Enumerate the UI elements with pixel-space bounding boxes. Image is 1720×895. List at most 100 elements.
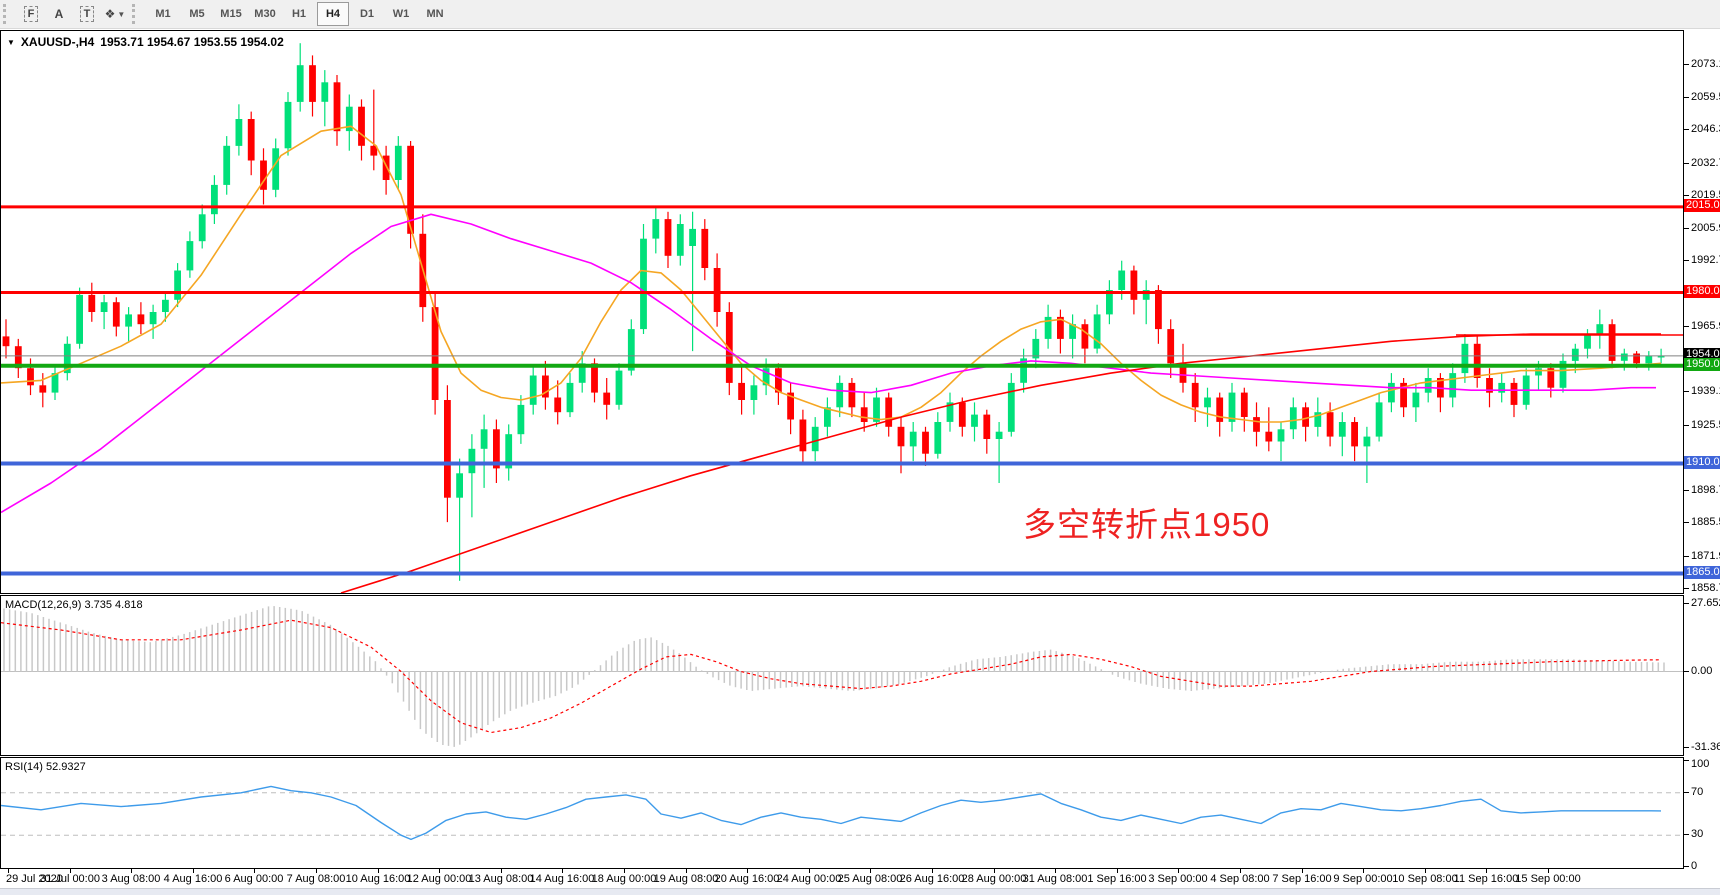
time-tick-label: 13 Aug 08:00 (468, 873, 534, 885)
time-tick-label: 19 Aug 08:00 (653, 873, 719, 885)
macd-tick-mark (1684, 671, 1689, 672)
time-tick-label: 14 Aug 16:00 (529, 873, 595, 885)
time-tick-mark (8, 869, 9, 873)
price-tick-label: 1871.90 (1691, 550, 1720, 562)
time-tick-label: 10 Sep 08:00 (1392, 873, 1458, 885)
price-tick-label: 2046.30 (1691, 123, 1720, 135)
symbol-dropdown-icon[interactable]: ▼ (7, 37, 15, 47)
time-tick-mark (1425, 869, 1426, 873)
price-chart-panel[interactable] (0, 30, 1684, 594)
timeframe-buttons-group: M1 M5 M15 M30 H1 H4 D1 W1 MN (146, 2, 452, 26)
price-tick-mark (1684, 260, 1689, 261)
timeframe-W1-button[interactable]: W1 (392, 8, 410, 20)
time-tick-mark (439, 869, 440, 873)
timeframe-D1-button[interactable]: D1 (359, 8, 375, 20)
price-tick-mark (1684, 97, 1689, 98)
time-tick-mark (1548, 869, 1549, 873)
text-tool-icon[interactable]: A (54, 7, 64, 21)
time-tick-mark (870, 869, 871, 873)
time-tick-label: 7 Aug 08:00 (286, 873, 346, 885)
price-chart-canvas[interactable] (1, 31, 1683, 593)
fibonacci-tool-icon[interactable]: F (18, 2, 44, 26)
time-tick-mark (747, 869, 748, 873)
price-tick-mark (1684, 425, 1689, 426)
time-tick-mark (1055, 869, 1056, 873)
price-tick-label: 1939.10 (1691, 385, 1720, 397)
timeframe-MN-button[interactable]: MN (426, 8, 444, 20)
timeframe-H4-button[interactable]: H4 (317, 2, 349, 26)
price-tick-label: 1965.90 (1691, 320, 1720, 332)
timeframe-M5-button[interactable]: M5 (189, 8, 205, 20)
price-tick-mark (1684, 326, 1689, 327)
time-tick-label: 7 Sep 16:00 (1272, 873, 1332, 885)
price-level-chip: 1865.00 (1684, 566, 1720, 579)
time-tick-label: 4 Aug 16:00 (163, 873, 223, 885)
time-tick-label: 20 Aug 16:00 (714, 873, 780, 885)
macd-label: MACD(12,26,9) 3.735 4.818 (5, 599, 143, 611)
price-tick-mark (1684, 522, 1689, 523)
macd-scale-label: 27.652 (1691, 597, 1720, 609)
rsi-tick-mark (1684, 866, 1689, 867)
rsi-canvas[interactable] (1, 758, 1683, 868)
price-scale[interactable]: 2073.10 2059.50 2046.30 2032.70 2019.50 2005.… (1684, 30, 1720, 888)
price-level-chip: 1954.02 (1684, 348, 1720, 361)
macd-scale-label: -31.361 (1691, 741, 1720, 753)
timeframe-M30-button[interactable]: M30 (254, 8, 276, 20)
time-tick-mark (1486, 869, 1487, 873)
rsi-panel[interactable] (0, 757, 1684, 869)
time-tick-mark (562, 869, 563, 873)
time-tick-mark (378, 869, 379, 873)
toolbar-grip[interactable] (3, 4, 13, 24)
annotation-text[interactable]: 多空转折点1950 (1023, 506, 1271, 543)
time-tick-mark (501, 869, 502, 873)
time-tick-label: 1 Sep 16:00 (1087, 873, 1147, 885)
text-label-tool-icon[interactable]: T (74, 2, 100, 26)
timeframe-H1-button[interactable]: H1 (291, 8, 307, 20)
price-level-chip: 1980.00 (1684, 285, 1720, 298)
macd-canvas[interactable] (1, 596, 1683, 755)
drawing-tools-group: F A T ❖ ▼ (17, 2, 129, 26)
timeframe-M15-button[interactable]: M15 (220, 8, 242, 20)
price-level-chip: 2015.00 (1684, 199, 1720, 212)
time-tick-label: 31 Jul 00:00 (40, 873, 100, 885)
macd-tick-mark (1684, 747, 1689, 748)
price-tick-label: 1858.70 (1691, 582, 1720, 594)
time-tick-label: 18 Aug 00:00 (591, 873, 657, 885)
time-tick-label: 3 Aug 08:00 (101, 873, 161, 885)
time-tick-mark (624, 869, 625, 873)
time-tick-mark (254, 869, 255, 873)
time-tick-label: 10 Aug 16:00 (345, 873, 411, 885)
arrow-symbols-tool-icon[interactable]: ❖ ▼ (104, 7, 126, 21)
rsi-tick-mark (1684, 792, 1689, 793)
time-tick-mark (932, 869, 933, 873)
time-tick-label: 26 Aug 16:00 (899, 873, 965, 885)
price-tick-mark (1684, 228, 1689, 229)
timeframe-toolbar-grip[interactable] (132, 4, 142, 24)
price-tick-mark (1684, 391, 1689, 392)
rsi-scale-label: 0 (1691, 860, 1698, 872)
time-tick-mark (1117, 869, 1118, 873)
price-tick-label: 1925.50 (1691, 419, 1720, 431)
price-tick-label: 2059.50 (1691, 91, 1720, 103)
rsi-scale-label: 100 (1691, 758, 1710, 770)
time-tick-mark (1178, 869, 1179, 873)
ohlc-values: 1953.71 1954.67 1953.55 1954.02 (100, 35, 284, 49)
time-tick-mark (994, 869, 995, 873)
chart-title: ▼ XAUUSD-,H4 1953.71 1954.67 1953.55 195… (7, 35, 284, 49)
time-tick-label: 28 Aug 00:00 (961, 873, 1027, 885)
time-tick-mark (686, 869, 687, 873)
macd-panel[interactable] (0, 595, 1684, 756)
time-tick-mark (131, 869, 132, 873)
time-tick-label: 24 Aug 00:00 (776, 873, 842, 885)
time-tick-label: 3 Sep 00:00 (1148, 873, 1208, 885)
time-tick-mark (809, 869, 810, 873)
toolbar: F A T ❖ ▼ M1 M5 M15 M30 H1 H4 D1 W1 MN (0, 0, 1720, 29)
timeframe-M1-button[interactable]: M1 (155, 8, 171, 20)
time-tick-label: 6 Aug 00:00 (224, 873, 284, 885)
rsi-scale-label: 70 (1691, 786, 1704, 798)
price-tick-label: 2005.90 (1691, 222, 1720, 234)
rsi-label: RSI(14) 52.9327 (5, 761, 86, 773)
time-scale[interactable]: 29 Jul 2020 31 Jul 00:00 3 Aug 08:00 4 Aug … (0, 868, 1684, 889)
price-tick-mark (1684, 556, 1689, 557)
macd-tick-mark (1684, 603, 1689, 604)
